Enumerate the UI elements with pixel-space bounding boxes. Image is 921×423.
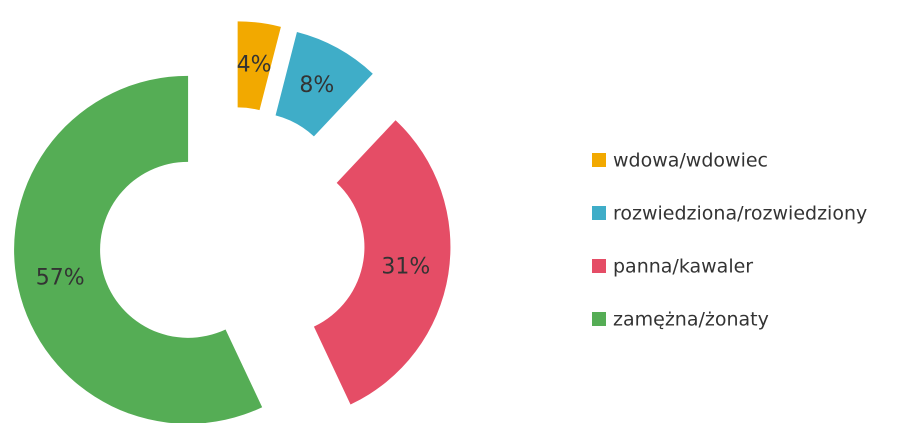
legend-label: panna/kawaler: [613, 256, 753, 278]
slice: [275, 32, 373, 137]
legend-swatch: [592, 153, 606, 167]
legend-label: wdowa/wdowiec: [613, 150, 768, 172]
legend-swatch: [592, 259, 606, 273]
legend-swatch: [592, 206, 606, 220]
slice: [237, 21, 281, 111]
slice-label: 31%: [381, 255, 430, 280]
slice-label: 8%: [299, 73, 334, 98]
legend-label: rozwiedziona/rozwiedziony: [613, 203, 867, 225]
slice-label: 57%: [36, 265, 85, 290]
legend-label: zamężna/żonaty: [613, 309, 769, 331]
slice: [14, 75, 263, 423]
slice: [313, 120, 451, 405]
slice-label: 4%: [237, 52, 272, 77]
legend-swatch: [592, 312, 606, 326]
